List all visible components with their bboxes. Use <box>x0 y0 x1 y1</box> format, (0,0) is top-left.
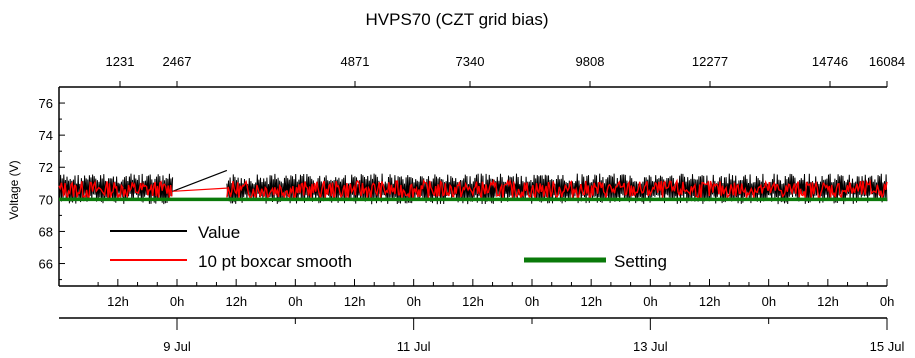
hour-tick-label: 0h <box>762 294 776 309</box>
y-tick-label: 70 <box>39 192 53 207</box>
date-axis: 9 Jul 11 Jul 13 Jul 15 Jul <box>59 317 905 354</box>
y-tick-label: 76 <box>39 96 53 111</box>
hour-tick-label: 12h <box>107 294 129 309</box>
y-tick-label: 74 <box>39 128 53 143</box>
value-gap-line <box>172 169 228 192</box>
smooth-gap-line <box>172 187 227 192</box>
legend-label-setting: Setting <box>614 252 667 271</box>
hour-tick-label: 12h <box>580 294 602 309</box>
legend-label-smooth: 10 pt boxcar smooth <box>198 252 352 271</box>
top-tick-label: 2467 <box>163 54 192 69</box>
smooth-series-segment <box>226 178 888 201</box>
series-layer <box>58 169 888 205</box>
date-tick-label: 9 Jul <box>163 339 191 354</box>
top-tick-label: 16084 <box>869 54 905 69</box>
hour-tick-label: 12h <box>699 294 721 309</box>
y-tick-label: 72 <box>39 160 53 175</box>
y-tick-label: 66 <box>39 257 53 272</box>
date-tick-label: 13 Jul <box>633 339 668 354</box>
top-axis: 1231 2467 4871 7340 9808 12277 14746 16084 <box>106 54 905 87</box>
y-axis-label: Voltage (V) <box>7 160 21 219</box>
hour-tick-label: 0h <box>643 294 657 309</box>
hour-tick-label: 12h <box>817 294 839 309</box>
hour-tick-label: 0h <box>880 294 894 309</box>
hour-axis: 12h 0h 12h 0h 12h 0h 12h 0h 12h 0h 12h 0h 12h 0h <box>97 279 894 309</box>
top-tick-label: 4871 <box>341 54 370 69</box>
y-axis: 66 68 70 72 74 76 <box>39 86 65 281</box>
hour-tick-label: 0h <box>170 294 184 309</box>
hour-tick-label: 12h <box>462 294 484 309</box>
top-tick-label: 14746 <box>812 54 848 69</box>
hour-tick-label: 12h <box>344 294 366 309</box>
hour-tick-label: 0h <box>288 294 302 309</box>
y-tick-label: 68 <box>39 224 53 239</box>
date-tick-label: 11 Jul <box>397 339 431 354</box>
hour-tick-label: 0h <box>407 294 421 309</box>
top-tick-label: 1231 <box>106 54 135 69</box>
legend: Value 10 pt boxcar smooth Setting <box>110 223 667 271</box>
top-tick-label: 9808 <box>576 54 605 69</box>
top-tick-label: 7340 <box>456 54 485 69</box>
legend-label-value: Value <box>198 223 240 242</box>
smooth-series-segment <box>58 179 173 201</box>
date-tick-label: 15 Jul <box>870 339 905 354</box>
hour-tick-label: 12h <box>225 294 247 309</box>
top-tick-label: 12277 <box>692 54 728 69</box>
chart-title: HVPS70 (CZT grid bias) <box>366 10 549 29</box>
hour-tick-label: 0h <box>525 294 539 309</box>
